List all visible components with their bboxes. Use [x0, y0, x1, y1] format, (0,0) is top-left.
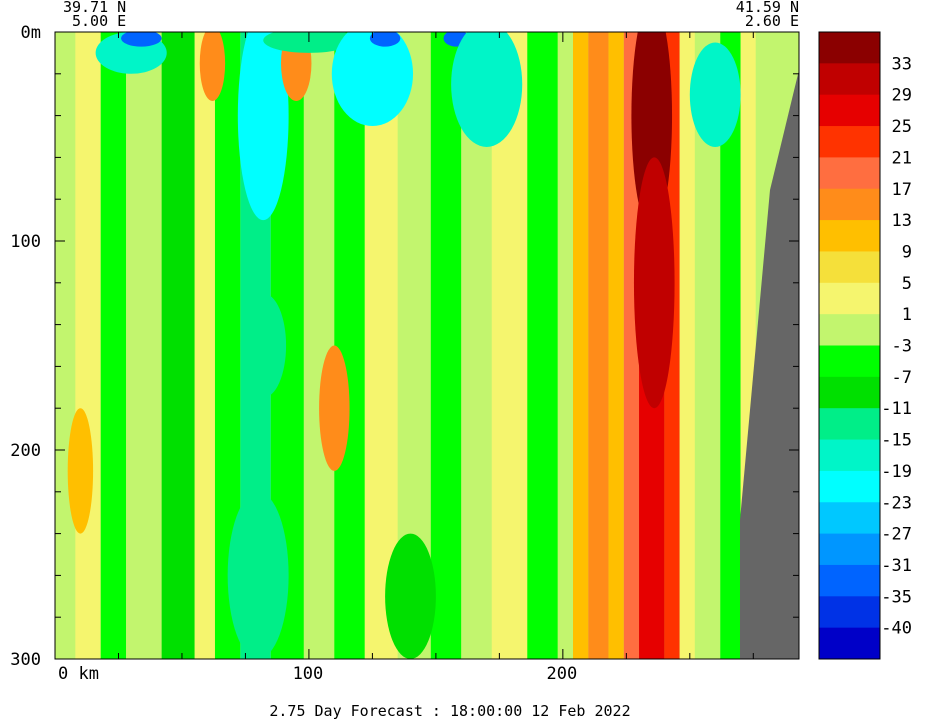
heatmap-blob-6 — [263, 32, 355, 53]
right-lon-label: 2.60 E — [745, 12, 799, 30]
heatmap-column-23 — [664, 32, 680, 659]
heatmap-blob-12 — [67, 408, 94, 534]
plot-area — [55, 32, 799, 659]
x-tick-label-2: 200 — [546, 664, 577, 684]
y-tick-label-3: 300 — [10, 650, 41, 670]
heatmap-column-19 — [588, 32, 609, 659]
colorbar-swatch-2 — [819, 94, 880, 127]
heatmap-column-21 — [623, 32, 640, 659]
heatmap-blob-4 — [240, 293, 287, 398]
y-tick-label-0: 0m — [21, 23, 41, 43]
colorbar-label-13: -19 — [881, 462, 912, 482]
colorbar-label-17: -35 — [881, 587, 912, 607]
colorbar-swatch-13 — [819, 439, 880, 472]
heatmap-column-16 — [527, 32, 558, 659]
heatmap-column-24 — [679, 32, 695, 659]
colorbar-label-4: 17 — [892, 180, 912, 200]
forecast-footer: 2.75 Day Forecast : 18:00:00 12 Feb 2022 — [269, 702, 630, 720]
colorbar-label-11: -11 — [881, 399, 912, 419]
colorbar-label-9: -3 — [892, 337, 912, 357]
colorbar-label-18: -40 — [881, 619, 912, 639]
heatmap-blob-1 — [121, 32, 162, 47]
colorbar-label-5: 13 — [892, 211, 912, 231]
colorbar-label-15: -27 — [881, 525, 912, 545]
colorbar-swatch-3 — [819, 126, 880, 158]
colorbar-label-12: -15 — [881, 431, 912, 451]
y-tick-label-1: 100 — [10, 232, 41, 252]
heatmap-blob-3 — [237, 32, 289, 221]
left-lat-label: 39.71 N — [63, 0, 126, 16]
colorbar-swatch-0 — [819, 32, 880, 64]
heatmap-blob-8 — [369, 32, 401, 47]
heatmap-column-26 — [720, 32, 741, 659]
colorbar-label-16: -31 — [881, 556, 912, 576]
heatmap-blob-11 — [319, 345, 350, 471]
axes: 0 km 100 200 0m 100 200 300 — [10, 23, 799, 684]
colorbar-frame — [818, 31, 881, 660]
heatmap-column-13 — [430, 32, 462, 659]
heatmap-column-0 — [55, 32, 76, 659]
colorbar-swatch-12 — [819, 408, 880, 441]
heatmap-blob-15 — [689, 42, 741, 147]
heatmap-blob-7 — [331, 32, 414, 127]
colorbar-swatch-14 — [819, 470, 880, 503]
colorbar-label-3: 21 — [892, 148, 912, 168]
colorbar-label-14: -23 — [881, 493, 912, 513]
x-tick-label-0: 0 km — [58, 664, 99, 684]
heatmap-blobs — [67, 32, 741, 659]
heatmap-blob-16 — [227, 491, 289, 659]
heatmap-blob-10 — [451, 32, 523, 147]
colorbar: 33 29 25 21 17 13 9 5 1 -3 -7 -11 -15 -19 -23 -27 -31 -35… — [818, 31, 912, 660]
colorbar-label-8: 1 — [902, 305, 912, 325]
colorbar-swatch-18 — [819, 596, 880, 629]
colorbar-swatch-4 — [819, 157, 880, 190]
colorbar-swatch-6 — [819, 220, 880, 252]
colorbar-label-0: 33 — [892, 54, 912, 74]
heatmap-blob-2 — [199, 32, 226, 101]
colorbar-swatch-19 — [819, 627, 880, 660]
colorbar-label-7: 5 — [902, 274, 912, 294]
heatmap-column-17 — [557, 32, 574, 659]
heatmap-column-18 — [573, 32, 589, 659]
heatmap-column-10 — [334, 32, 365, 659]
heatmap-blob-14 — [633, 157, 675, 409]
heatmap-column-9 — [303, 32, 335, 659]
colorbar-swatch-5 — [819, 188, 880, 221]
colorbar-swatch-11 — [819, 376, 880, 409]
colorbar-swatch-17 — [819, 564, 880, 597]
left-lon-label: 5.00 E — [72, 12, 126, 30]
colorbar-swatch-16 — [819, 533, 880, 566]
colorbar-label-1: 29 — [892, 86, 912, 106]
plot-frame — [54, 31, 800, 660]
colorbar-label-2: 25 — [892, 117, 912, 137]
colorbar-swatch-10 — [819, 345, 880, 378]
colorbar-label-6: 9 — [902, 242, 912, 262]
colorbar-label-10: -7 — [892, 368, 912, 388]
heatmap-column-4 — [161, 32, 195, 659]
land-mask — [740, 70, 799, 659]
colorbar-swatch-9 — [819, 314, 880, 346]
colorbar-swatch-7 — [819, 251, 880, 284]
x-tick-label-1: 100 — [293, 664, 324, 684]
colorbar-swatch-15 — [819, 502, 880, 535]
heatmap-column-1 — [75, 32, 101, 659]
heatmap-column-3 — [126, 32, 162, 659]
colorbar-swatch-1 — [819, 63, 880, 96]
colorbar-swatch-8 — [819, 282, 880, 315]
heatmap-column-5 — [194, 32, 215, 659]
heatmap-column-20 — [608, 32, 624, 659]
heatmap-column-2 — [100, 32, 127, 659]
y-tick-label-2: 200 — [10, 441, 41, 461]
heatmap-blob-17 — [385, 533, 436, 659]
right-lat-label: 41.59 N — [736, 0, 799, 16]
